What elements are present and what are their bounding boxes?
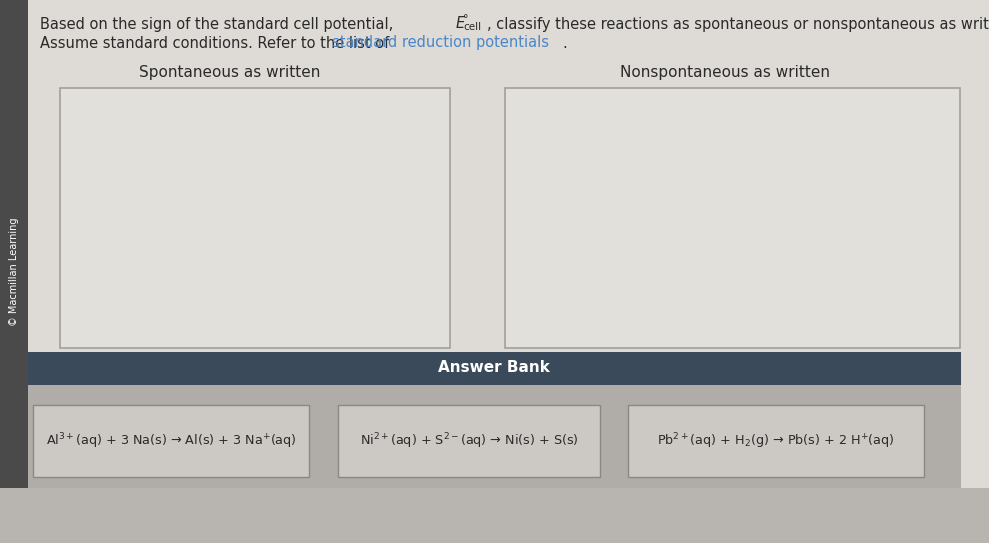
Text: Ni$^{2+}$(aq) + S$^{2-}$(aq) → Ni(s) + S(s): Ni$^{2+}$(aq) + S$^{2-}$(aq) → Ni(s) + S… bbox=[360, 431, 579, 451]
Text: © Macmillan Learning: © Macmillan Learning bbox=[9, 218, 19, 326]
Text: , classify these reactions as spontaneous or nonspontaneous as written.: , classify these reactions as spontaneou… bbox=[487, 17, 989, 33]
Text: Pb$^{2+}$(aq) + H$_2$(g) → Pb(s) + 2 H$^{+}$(aq): Pb$^{2+}$(aq) + H$_2$(g) → Pb(s) + 2 H$^… bbox=[657, 431, 895, 451]
Bar bbox=[0, 0, 28, 543]
Text: Assume standard conditions. Refer to the list of: Assume standard conditions. Refer to the… bbox=[40, 35, 394, 50]
Text: °: ° bbox=[463, 14, 469, 24]
Bar bbox=[60, 88, 450, 348]
Text: Al$^{3+}$(aq) + 3 Na(s) → Al(s) + 3 Na$^{+}$(aq): Al$^{3+}$(aq) + 3 Na(s) → Al(s) + 3 Na$^… bbox=[45, 431, 297, 451]
Text: Nonspontaneous as written: Nonspontaneous as written bbox=[620, 66, 830, 80]
FancyBboxPatch shape bbox=[338, 405, 600, 477]
Text: Spontaneous as written: Spontaneous as written bbox=[139, 66, 320, 80]
Text: Based on the sign of the standard cell potential,: Based on the sign of the standard cell p… bbox=[40, 17, 398, 33]
Bar bbox=[0, 488, 989, 543]
FancyBboxPatch shape bbox=[628, 405, 924, 477]
Bar bbox=[28, 352, 961, 385]
FancyBboxPatch shape bbox=[33, 405, 309, 477]
Text: $\it{E}$: $\it{E}$ bbox=[455, 15, 466, 31]
Text: Answer Bank: Answer Bank bbox=[438, 361, 550, 376]
Text: .: . bbox=[562, 35, 567, 50]
Text: standard reduction potentials: standard reduction potentials bbox=[332, 35, 549, 50]
Text: cell: cell bbox=[463, 22, 481, 32]
Bar bbox=[28, 385, 961, 488]
Bar bbox=[505, 88, 960, 348]
